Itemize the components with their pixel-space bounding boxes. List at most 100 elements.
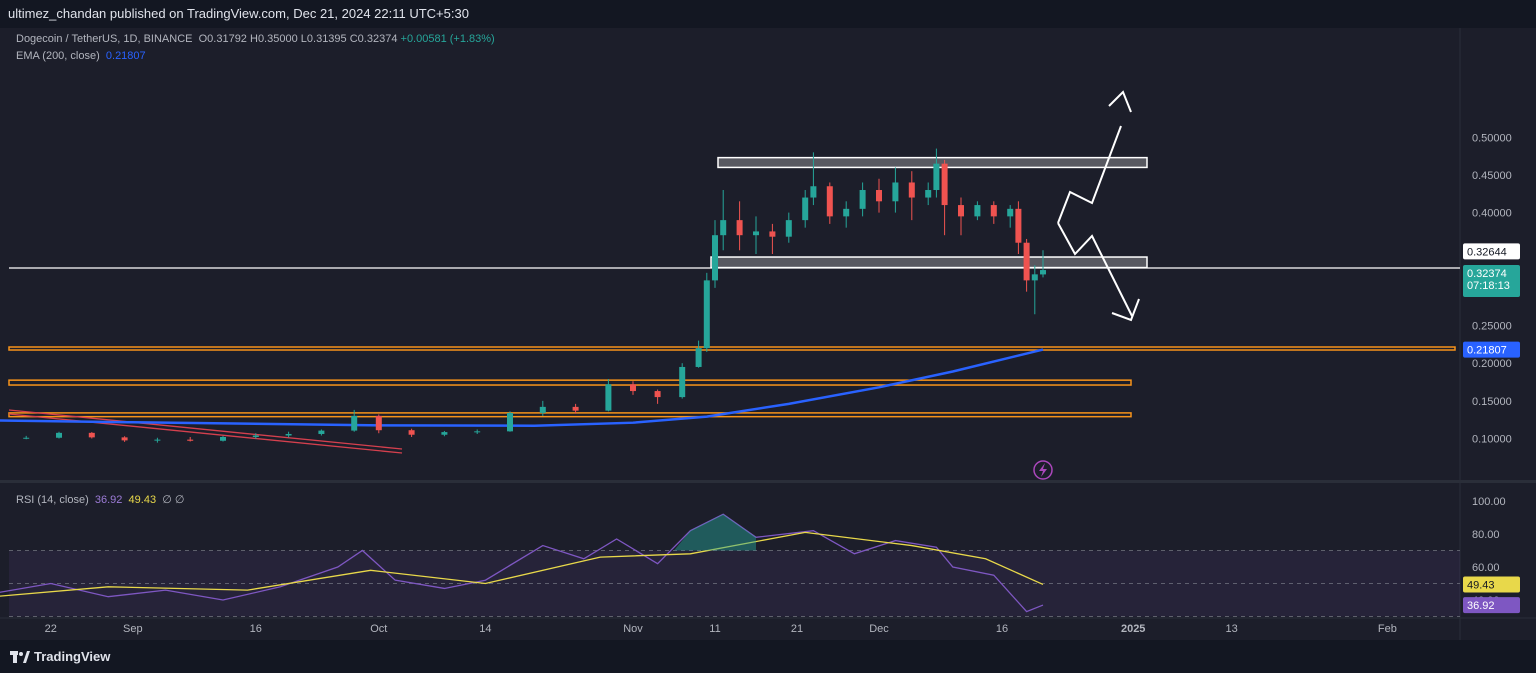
chart-frame[interactable]: 0.500000.450000.400000.350000.300000.250… — [0, 28, 1536, 640]
pane-separator — [0, 480, 1536, 483]
time-tick-label: 22 — [45, 623, 57, 635]
countdown-text: 07:18:13 — [1467, 280, 1510, 292]
rsi-legend: RSI (14, close) 36.92 49.43 ∅ ∅ — [16, 493, 184, 506]
resistance-badge-text: 0.32644 — [1467, 246, 1507, 258]
candle-body — [252, 435, 259, 437]
orange-zone — [8, 346, 1456, 351]
rsi-ma-badge-text: 49.43 — [1467, 579, 1495, 591]
rsi-ma-badge-bg — [1463, 576, 1520, 593]
ohlc-high: H0.35000 — [250, 33, 298, 45]
price-tick-label: 0.10000 — [1472, 434, 1512, 446]
candle-body — [121, 437, 128, 441]
last-price-badge: 0.32374 — [1463, 265, 1520, 298]
ema-price-badge-bg — [1463, 341, 1520, 358]
resistance-box — [717, 156, 1148, 169]
candle-body — [703, 280, 710, 349]
rsi-tick-label: 60.00 — [1472, 562, 1500, 574]
candle-body — [408, 430, 415, 435]
trendline-lower — [8, 413, 403, 454]
candle-body — [630, 384, 636, 392]
bearish-arrowhead — [1111, 298, 1140, 322]
candle-body — [23, 437, 30, 439]
rsi-extra: ∅ ∅ — [162, 494, 185, 506]
candle-body — [1040, 270, 1046, 275]
brand-name: TradingView — [34, 649, 111, 664]
rsi-value-badge: 36.92 — [1463, 597, 1520, 614]
candle-body — [539, 406, 546, 413]
rsi-tick-label: 80.00 — [1472, 529, 1500, 541]
publisher-header: ultimez_chandan published on TradingView… — [0, 0, 1536, 28]
time-tick-label: Sep — [123, 623, 143, 635]
candle-body — [990, 205, 997, 217]
candle-body — [712, 235, 718, 281]
ohlc-low: L0.31395 — [300, 33, 347, 45]
time-tick-label: 21 — [791, 623, 803, 635]
rsi-overbought-fill — [674, 514, 756, 551]
trendline-upper — [8, 409, 403, 450]
time-tick-label: 16 — [250, 623, 262, 635]
candle-body — [187, 439, 194, 441]
ohlc-close: C0.32374 — [349, 33, 398, 45]
lightning-icon — [1033, 460, 1053, 480]
candle-body — [679, 366, 686, 398]
candle-body — [1023, 242, 1030, 281]
time-tick-label: 14 — [479, 623, 491, 635]
orange-zone — [8, 412, 1132, 418]
price-tick-label: 0.45000 — [1472, 170, 1512, 182]
time-tick-label: 2025 — [1121, 623, 1145, 635]
candle-body — [695, 348, 702, 367]
bullish-projection-arrow — [1057, 125, 1122, 224]
ema-line — [0, 348, 1044, 427]
price-chart[interactable]: 0.500000.450000.400000.350000.300000.250… — [0, 28, 1536, 640]
candle-body — [351, 415, 358, 431]
candle-body — [56, 432, 62, 438]
candle-body — [933, 163, 940, 191]
candle-body — [736, 220, 743, 236]
rsi-pane — [0, 513, 1460, 617]
candle-body — [769, 231, 776, 237]
candle-body — [941, 163, 948, 206]
lightning-icon-bolt — [1039, 463, 1047, 477]
candle-body — [375, 415, 382, 431]
candle-body — [892, 182, 899, 202]
ema-price-badge-text: 0.21807 — [1467, 345, 1507, 357]
resistance-badge-bg — [1463, 243, 1520, 260]
ohlc-change: +0.00581 (+1.83%) — [400, 33, 495, 45]
tradingview-icon — [10, 650, 30, 663]
resistance-badge: 0.32644 — [1463, 243, 1520, 260]
ema-price-badge: 0.21807 — [1463, 341, 1520, 358]
lightning-icon-ring — [1033, 460, 1053, 480]
candle-body — [753, 231, 759, 236]
candle-body — [876, 190, 882, 202]
orange-zone — [8, 379, 1132, 386]
projection-arrows — [1033, 90, 1140, 480]
price-tick-label: 0.15000 — [1472, 396, 1512, 408]
time-tick-label: Feb — [1378, 623, 1397, 635]
candle-body — [605, 384, 612, 411]
candle-body — [908, 182, 915, 198]
publisher-text: ultimez_chandan published on TradingView… — [8, 6, 469, 21]
ema-legend: EMA (200, close) 0.21807 — [16, 50, 146, 62]
candle-body — [654, 391, 661, 398]
candle-body — [474, 431, 481, 433]
candle-body — [1031, 274, 1038, 281]
candle-body — [1015, 208, 1022, 243]
rsi-ma-value: 49.43 — [128, 494, 157, 506]
symbol-legend: Dogecoin / TetherUS, 1D, BINANCE O0.3179… — [16, 33, 495, 45]
rsi-value: 36.92 — [94, 494, 123, 506]
candle-body — [1007, 208, 1014, 217]
rsi-ma-badge: 49.43 — [1463, 576, 1520, 593]
candle-body — [958, 205, 964, 217]
tradingview-logo[interactable]: TradingView — [10, 649, 110, 664]
grid-lines — [0, 28, 1536, 640]
candle-body — [785, 220, 792, 237]
support-box — [710, 256, 1148, 269]
rsi-label: RSI (14, close) — [16, 494, 89, 506]
time-tick-label: 11 — [709, 623, 720, 635]
ema-value: 0.21807 — [105, 50, 146, 62]
last-price-badge-text: 0.32374 — [1467, 268, 1507, 280]
time-tick-label: Oct — [370, 623, 387, 635]
candle-body — [441, 432, 448, 435]
rsi-line — [0, 513, 1044, 613]
ema-200-line — [0, 348, 1044, 427]
